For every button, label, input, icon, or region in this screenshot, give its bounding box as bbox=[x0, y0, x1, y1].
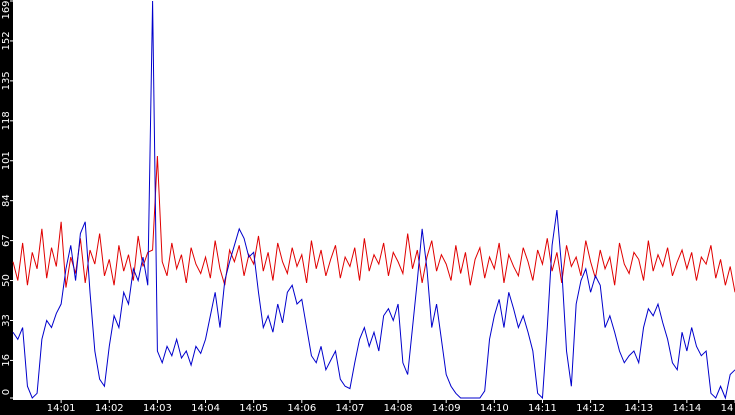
y-tick-label: 118 bbox=[1, 111, 12, 130]
x-tick-label: 14:02 bbox=[95, 403, 124, 414]
y-tick-label: 101 bbox=[1, 151, 12, 170]
series-line bbox=[12, 0, 735, 400]
y-tick-label: 50 bbox=[1, 274, 12, 287]
x-tick-label: 14:14 bbox=[672, 403, 701, 414]
x-axis-bar bbox=[0, 400, 735, 415]
y-tick-label: 84 bbox=[1, 194, 12, 207]
x-tick-label: 14:05 bbox=[239, 403, 268, 414]
x-tick-label: 14:07 bbox=[336, 403, 365, 414]
x-tick-label: 14:06 bbox=[287, 403, 316, 414]
y-tick-label: 152 bbox=[1, 31, 12, 50]
x-tick-label: 14:11 bbox=[528, 403, 557, 414]
x-tick-label: 14:03 bbox=[143, 403, 172, 414]
x-tick-label: 14:09 bbox=[432, 403, 461, 414]
y-tick-label: 135 bbox=[1, 71, 12, 90]
x-tick-label: 14 bbox=[721, 403, 734, 414]
x-tick-label: 14:01 bbox=[47, 403, 76, 414]
x-tick-label: 14:10 bbox=[480, 403, 509, 414]
y-tick-label: 0 bbox=[1, 389, 12, 395]
x-tick-label: 14:13 bbox=[624, 403, 653, 414]
y-axis-bar bbox=[0, 0, 13, 415]
y-tick-label: 16 bbox=[1, 354, 12, 367]
x-tick-label: 14:12 bbox=[576, 403, 605, 414]
x-tick-label: 14:04 bbox=[191, 403, 220, 414]
y-tick-label: 67 bbox=[1, 234, 12, 247]
x-tick-label: 14:08 bbox=[384, 403, 413, 414]
y-tick-label: 33 bbox=[1, 314, 12, 327]
series-line bbox=[12, 156, 735, 293]
y-tick-label: 169 bbox=[1, 0, 12, 19]
